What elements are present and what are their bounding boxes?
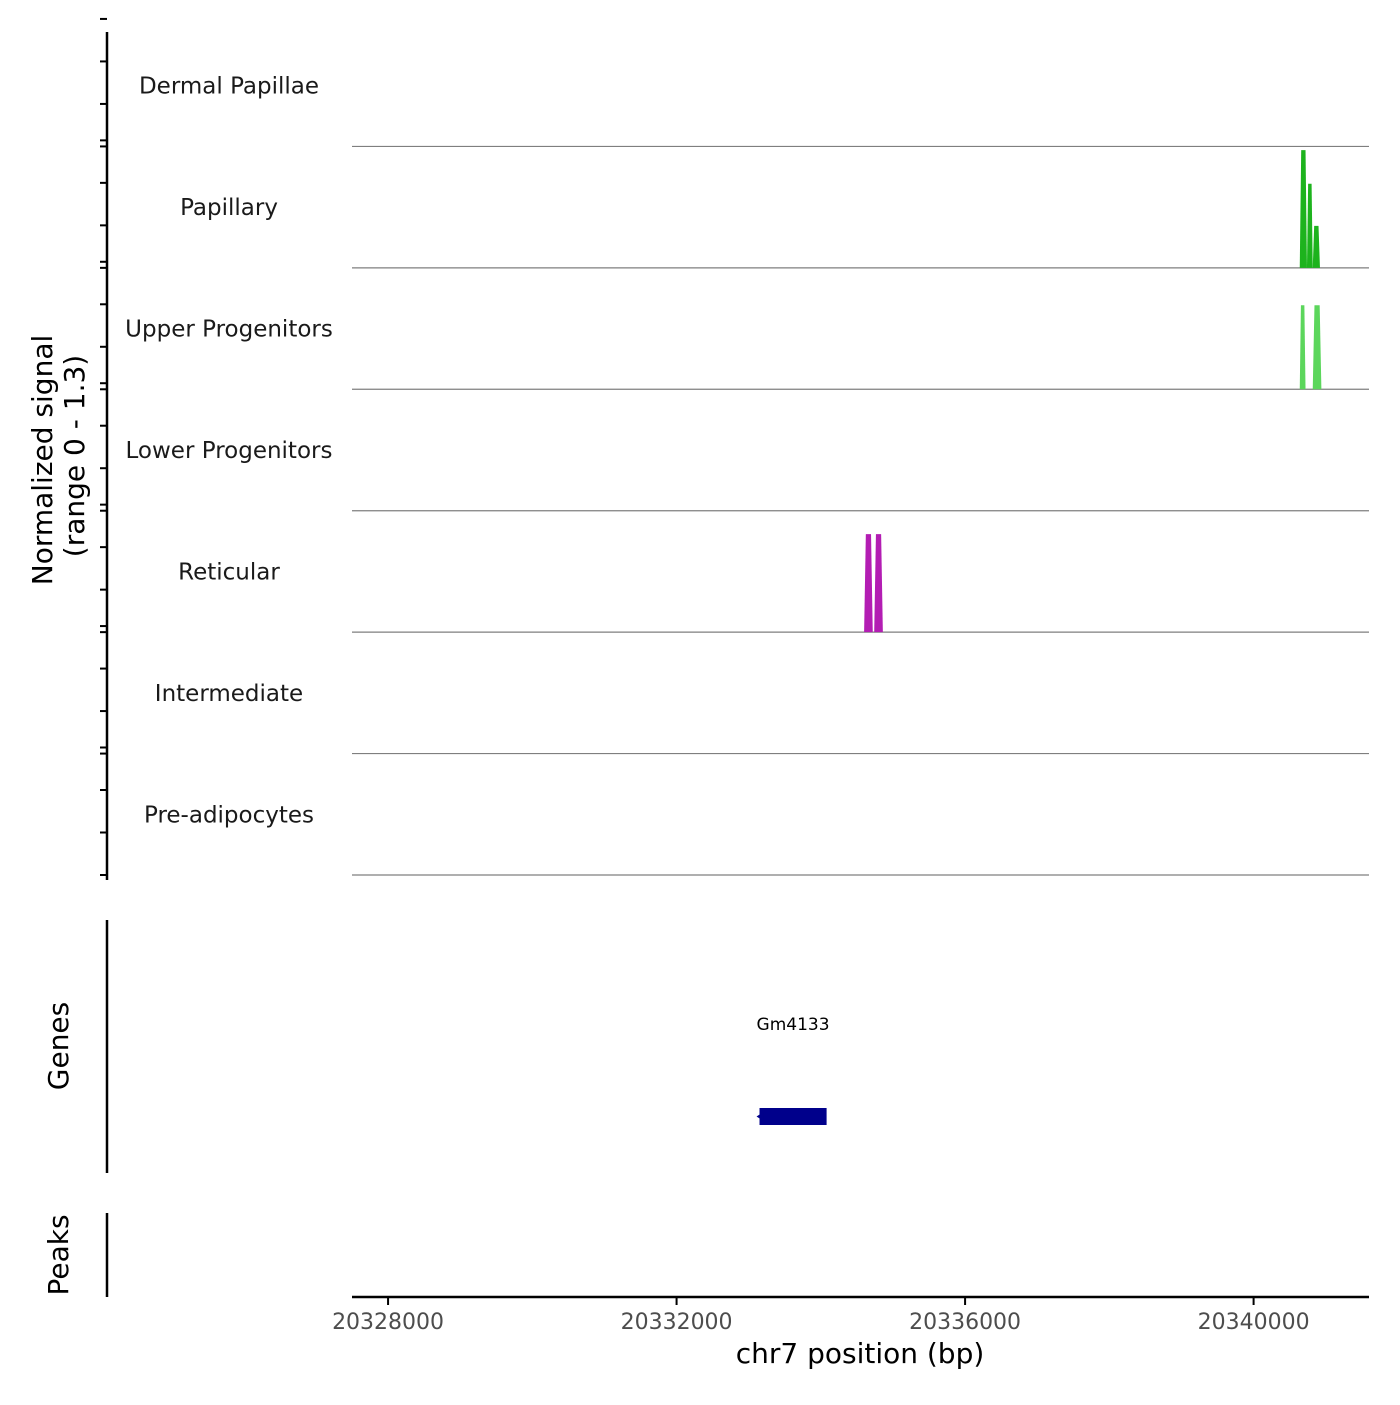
coverage-y-axis-title: Normalized signal: [26, 335, 59, 586]
track-label-5: Intermediate: [155, 681, 303, 707]
track-label-4: Reticular: [178, 559, 280, 585]
coverage-peak-1-1: [1306, 183, 1313, 268]
gene-label-0: Gm4133: [757, 1015, 830, 1035]
genes-y-axis-title: Genes: [42, 1002, 75, 1090]
coverage-peak-4-1: [874, 534, 883, 633]
coverage-tracks: Dermal Papillae Papillary Upper Progenitor…: [125, 74, 1369, 876]
x-tick-label-2: 20336000: [909, 1310, 1021, 1335]
peaks-y-axis-title: Peaks: [42, 1214, 75, 1295]
track-label-3: Lower Progenitors: [126, 438, 333, 464]
coverage-peak-2-1: [1312, 305, 1322, 390]
coverage-y-axis-subtitle: (range 0 - 1.3): [58, 355, 91, 557]
x-tick-label-0: 20328000: [332, 1310, 444, 1335]
track-label-0: Dermal Papillae: [139, 74, 319, 100]
track-label-2: Upper Progenitors: [125, 317, 333, 343]
x-axis-title: chr7 position (bp): [736, 1337, 985, 1370]
x-tick-label-1: 20332000: [621, 1310, 733, 1335]
coverage-peak-1-0: [1299, 150, 1307, 268]
coverage-peak-1-2: [1312, 225, 1320, 268]
gene-strand-arrow-0: [756, 1112, 764, 1121]
track-label-6: Pre-adipocytes: [144, 802, 314, 828]
x-axis-ticks: 20328000 20332000 20336000 20340000: [332, 1297, 1310, 1335]
track-label-1: Papillary: [180, 195, 278, 221]
gene-annotations: Gm4133: [756, 1015, 830, 1125]
x-tick-label-3: 20340000: [1198, 1310, 1310, 1335]
gene-body-0: [759, 1108, 827, 1125]
coverage-peak-2-0: [1299, 305, 1306, 390]
coverage-y-axis-ticks: [100, 17, 107, 876]
coverage-peak-4-0: [864, 534, 873, 633]
